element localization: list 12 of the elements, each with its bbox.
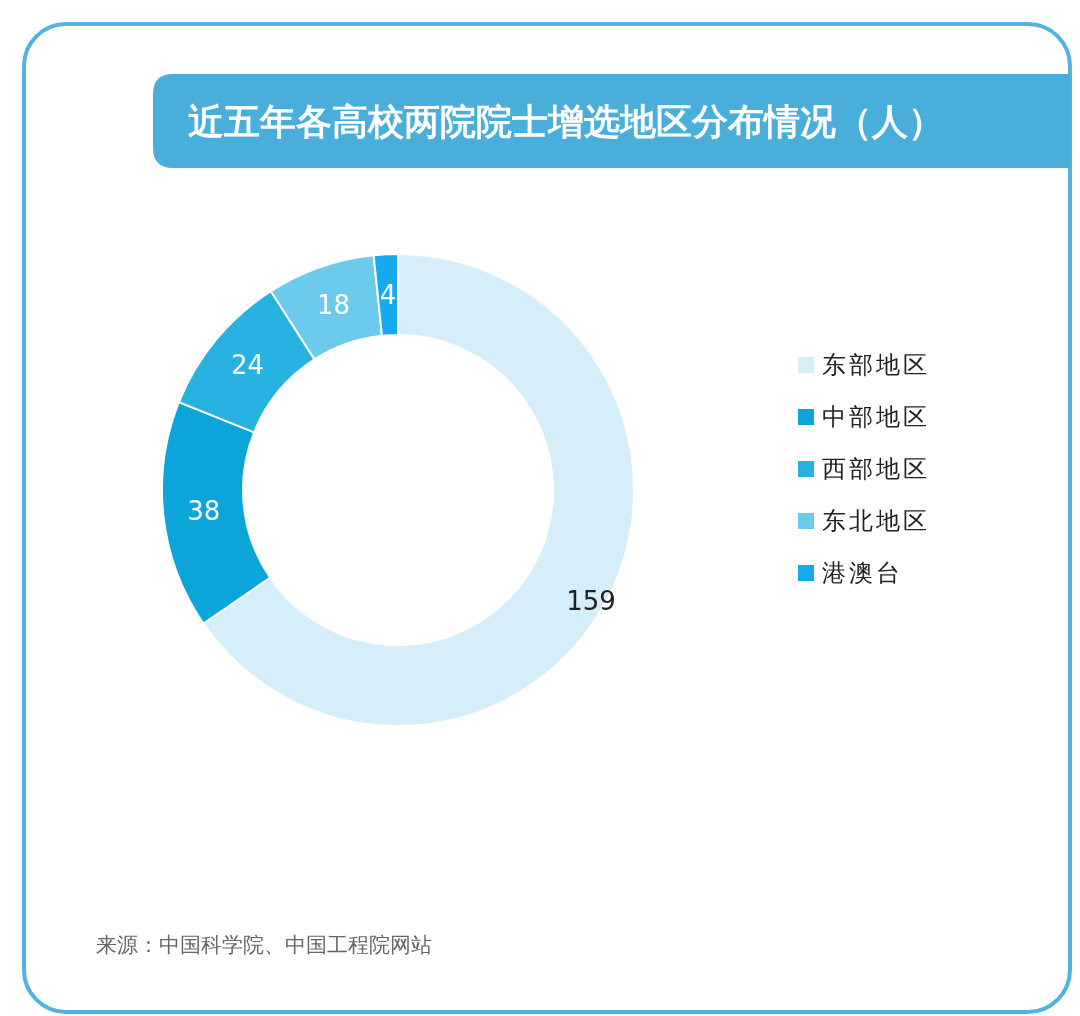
source-note: 来源：中国科学院、中国工程院网站	[96, 933, 432, 957]
legend-label: 港澳台	[822, 559, 903, 587]
legend-label: 东部地区	[822, 351, 930, 379]
data-label: 159	[566, 586, 616, 617]
data-label: 38	[187, 496, 221, 527]
legend-label: 西部地区	[822, 455, 930, 483]
data-label: 18	[316, 290, 351, 321]
data-label: 4	[379, 279, 397, 310]
data-label: 24	[230, 350, 264, 381]
legend-label: 中部地区	[822, 403, 930, 431]
chart-title: 近五年各高校两院院士增选地区分布情况（人）	[188, 101, 944, 142]
legend-label: 东北地区	[822, 507, 930, 535]
